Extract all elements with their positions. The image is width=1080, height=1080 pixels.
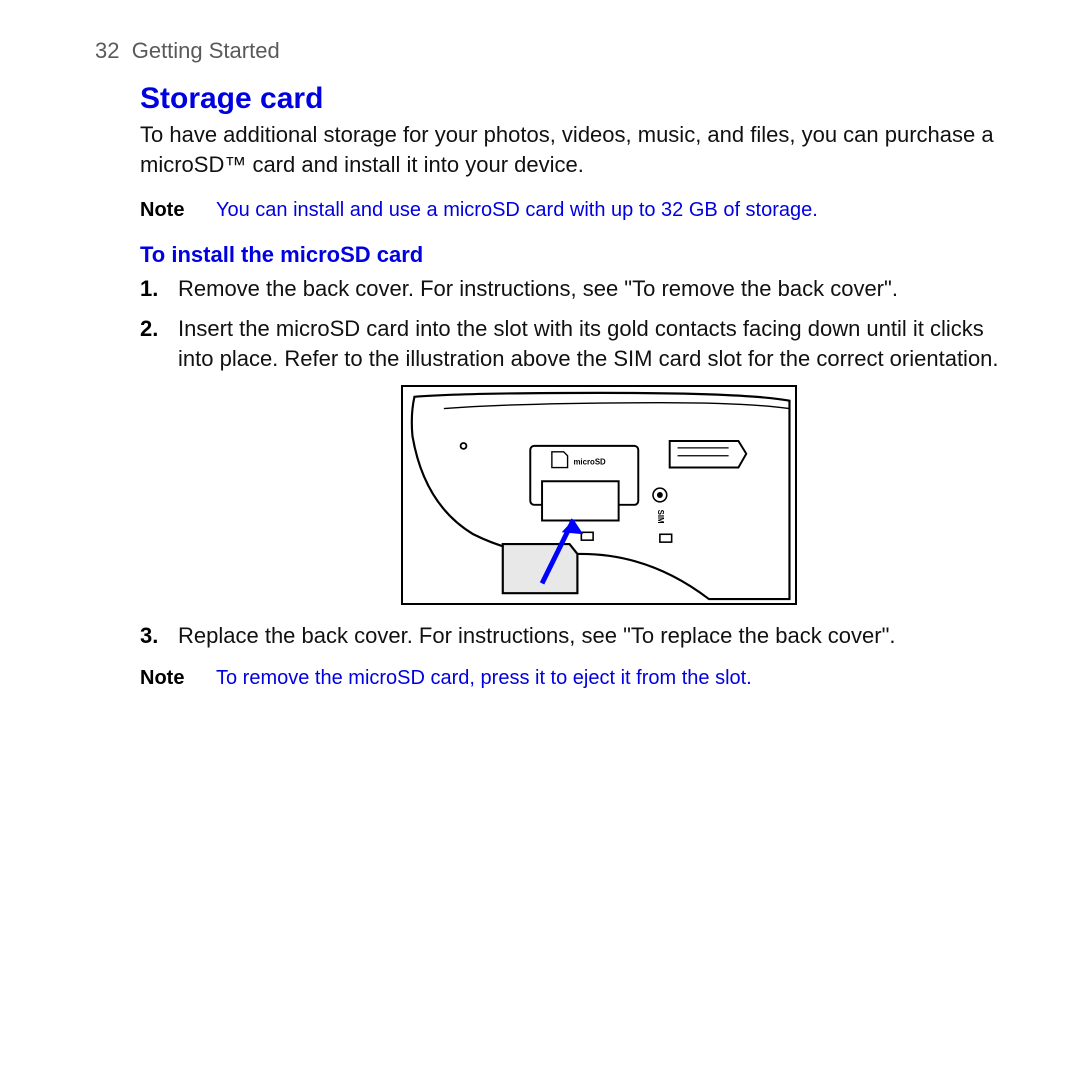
microsd-label-text: microSD [573,458,606,467]
sim-symbol-label: SIM [656,510,665,524]
microsd-card [542,482,619,521]
procedure-heading: To install the microSD card [140,242,1020,268]
intro-paragraph: To have additional storage for your phot… [140,120,1020,179]
manual-page: 32 Getting Started Storage card To have … [0,0,1080,750]
running-header: 32 Getting Started [95,38,1020,64]
list-item: Remove the back cover. For instructions,… [140,274,1020,304]
step-list: Remove the back cover. For instructions,… [140,274,1020,651]
note-text: You can install and use a microSD card w… [216,197,1020,224]
camera-dot-icon [657,492,663,498]
step-text: Insert the microSD card into the slot wi… [178,316,999,371]
note-text: To remove the microSD card, press it to … [216,665,1020,692]
microsd-insertion-diagram: SIM microSD [401,385,797,605]
page-number: 32 [95,38,119,63]
microsd-card-inserting [503,535,578,594]
diagram-svg: SIM microSD [403,387,795,603]
list-item: Insert the microSD card into the slot wi… [140,314,1020,605]
step-text: Remove the back cover. For instructions,… [178,276,898,301]
list-item: Replace the back cover. For instructions… [140,621,1020,651]
note-label: Note [140,197,216,224]
note-block: Note To remove the microSD card, press i… [140,665,1020,692]
sim-slot [670,441,747,468]
chapter-title: Getting Started [132,38,280,63]
note-block: Note You can install and use a microSD c… [140,197,1020,224]
note-label: Note [140,665,216,692]
step-text: Replace the back cover. For instructions… [178,623,896,648]
illustration-container: SIM microSD [178,385,1020,605]
section-title: Storage card [140,82,1020,116]
